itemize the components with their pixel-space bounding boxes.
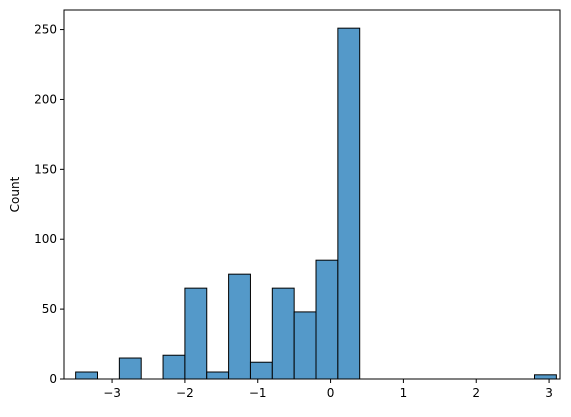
histogram-bar — [534, 374, 557, 380]
y-tick-label: 200 — [34, 92, 57, 106]
histogram-bar — [249, 361, 273, 380]
axes-layer — [63, 9, 561, 380]
histogram-bar — [118, 357, 142, 380]
histogram-bar — [75, 371, 99, 380]
y-axis-ticks: 0 50 100 150 200 250 — [34, 23, 64, 386]
y-tick-label: 0 — [49, 372, 57, 386]
x-tick-label: 0 — [327, 386, 335, 400]
histogram-bar — [315, 259, 339, 380]
y-tick-label: 150 — [34, 162, 57, 176]
histogram-bar — [293, 311, 317, 380]
y-tick-label: 250 — [34, 23, 57, 37]
bars-layer — [75, 27, 557, 380]
x-axis-ticks: −3 −2 −1 0 1 2 3 — [103, 379, 553, 400]
y-tick-label: 100 — [34, 232, 57, 246]
histogram-bar — [184, 287, 208, 380]
x-tick-label: −1 — [249, 386, 267, 400]
histogram-bar — [337, 27, 361, 380]
histogram-bar — [206, 371, 230, 380]
x-tick-label: 2 — [472, 386, 480, 400]
histogram-bar — [228, 273, 251, 380]
histogram-bar — [162, 354, 186, 380]
y-tick-label: 50 — [42, 302, 57, 316]
x-tick-label: 3 — [545, 386, 553, 400]
x-tick-label: 1 — [400, 386, 408, 400]
y-axis-label: Count — [8, 176, 22, 212]
histogram-bar — [271, 287, 295, 380]
plot-frame — [63, 9, 561, 380]
x-tick-label: −3 — [103, 386, 121, 400]
x-tick-label: −2 — [176, 386, 194, 400]
